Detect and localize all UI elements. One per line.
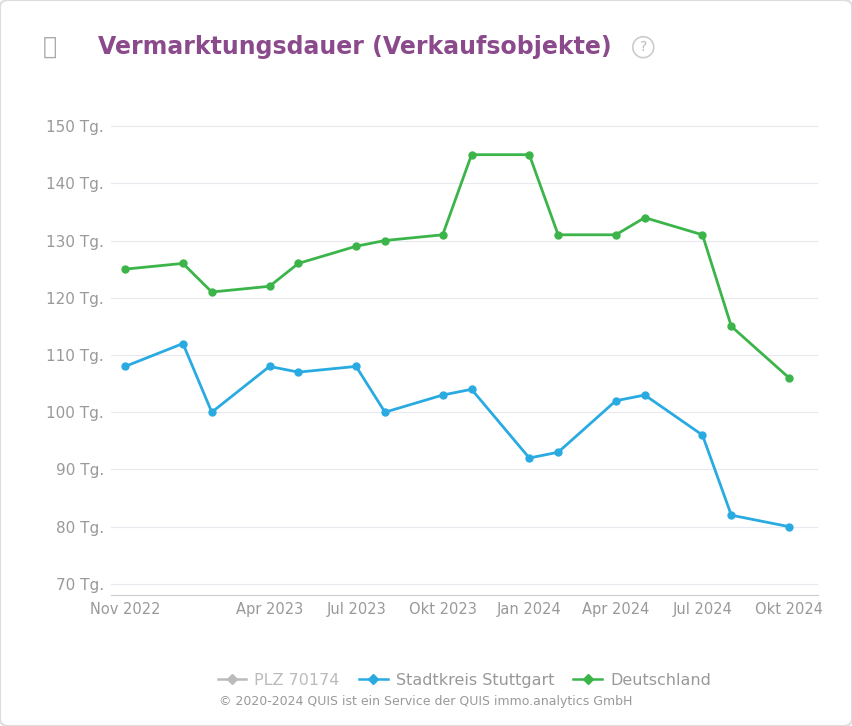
Text: © 2020-2024 QUIS ist ein Service der QUIS immo.analytics GmbH: © 2020-2024 QUIS ist ein Service der QUI… xyxy=(219,695,633,708)
Legend: PLZ 70174, Stadtkreis Stuttgart, Deutschland: PLZ 70174, Stadtkreis Stuttgart, Deutsch… xyxy=(211,666,717,694)
Text: ?: ? xyxy=(640,40,647,54)
Text: ⚿: ⚿ xyxy=(43,35,57,60)
Text: Vermarktungsdauer (Verkaufsobjekte): Vermarktungsdauer (Verkaufsobjekte) xyxy=(98,35,612,60)
